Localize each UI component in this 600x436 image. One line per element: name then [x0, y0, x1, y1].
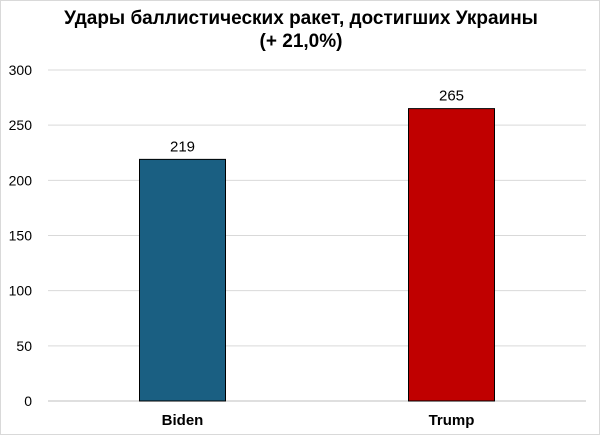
chart-title-block: Удары баллистических ракет, достигших Ук…: [1, 7, 600, 53]
data-label: 219: [170, 138, 195, 155]
y-tick-label: 200: [9, 172, 33, 188]
y-tick-label: 100: [9, 283, 33, 299]
y-tick-label: 0: [24, 393, 32, 409]
y-tick-label: 250: [9, 117, 33, 133]
bar-biden: [139, 158, 226, 402]
x-tick-label: Biden: [162, 412, 204, 429]
data-label: 265: [439, 88, 464, 105]
y-tick-label: 150: [9, 228, 33, 244]
chart-title: Удары баллистических ракет, достигших Ук…: [64, 8, 538, 29]
bar-trump: [408, 108, 495, 402]
y-tick-label: 50: [16, 338, 32, 354]
chart-subtitle: (+ 21,0%): [259, 31, 343, 52]
y-tick-label: 300: [9, 62, 33, 78]
x-tick-label: Trump: [429, 412, 475, 429]
